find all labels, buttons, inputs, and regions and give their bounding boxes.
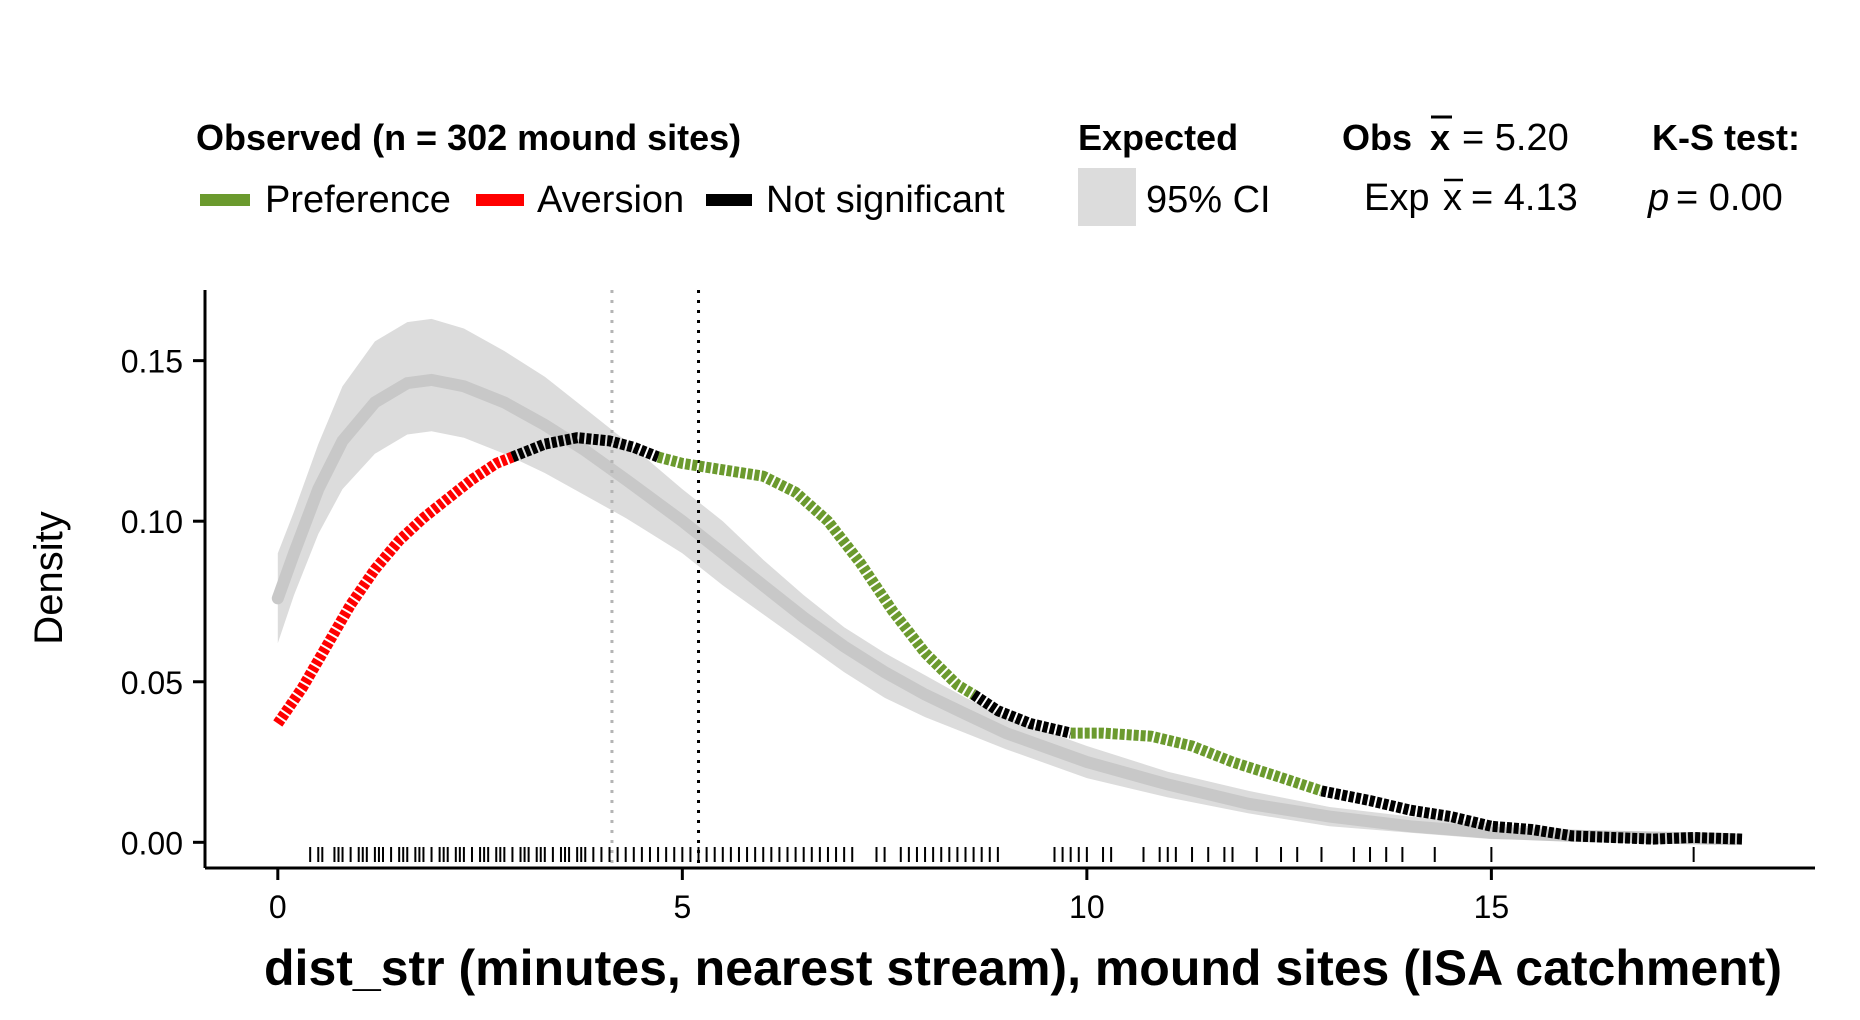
ks-test-title: K-S test: xyxy=(1652,117,1800,158)
x-tick-label: 0 xyxy=(269,889,287,925)
ticks: 0.00 0.05 0.10 0.15 0 5 10 15 xyxy=(121,344,1509,925)
legend-aversion-label: Aversion xyxy=(537,179,684,221)
exp-mean-symbol: x xyxy=(1443,177,1462,219)
observed-curve-layer xyxy=(273,432,1743,845)
obs-mean-symbol: x xyxy=(1430,117,1450,158)
y-tick-label: 0.10 xyxy=(121,504,183,540)
y-tick-label: 0.00 xyxy=(121,825,183,861)
legend-not-significant-swatch xyxy=(706,194,752,206)
obs-mean-value: = 5.20 xyxy=(1462,117,1569,159)
mean-lines-layer xyxy=(610,290,701,868)
axes xyxy=(203,290,1815,870)
observed-segment-not-significant-1 xyxy=(510,432,661,463)
y-tick-label: 0.15 xyxy=(121,344,183,380)
legend-expected-title: Expected xyxy=(1078,117,1238,158)
rug-layer xyxy=(309,847,1695,862)
expected-mean-curve xyxy=(271,373,1741,846)
obs-mean-stat: Obs x = 5.20 xyxy=(1342,115,1569,159)
legend-ci-swatch xyxy=(1078,168,1136,226)
legend-aversion-swatch xyxy=(476,194,524,206)
legend-preference-label: Preference xyxy=(265,179,451,221)
legend-observed-title: Observed (n = 302 mound sites) xyxy=(196,117,741,158)
obs-mean-label: Obs xyxy=(1342,117,1412,158)
legend-preference-swatch xyxy=(200,194,250,206)
exp-mean-stat: Exp x = 4.13 xyxy=(1364,177,1578,219)
observed-segment-not-significant-5 xyxy=(1320,785,1743,845)
legend-ci-label: 95% CI xyxy=(1146,179,1271,221)
y-tick-label: 0.05 xyxy=(121,665,183,701)
legend-not-significant-label: Not significant xyxy=(766,179,1005,221)
expected-mean-layer xyxy=(271,373,1741,846)
observed-segment-not-significant-3 xyxy=(970,690,1072,739)
exp-mean-value: = 4.13 xyxy=(1471,177,1578,219)
observed-segment-preference-2 xyxy=(656,451,977,700)
observed-segment-aversion-0 xyxy=(273,451,515,727)
x-tick-label: 15 xyxy=(1474,889,1510,925)
x-tick-label: 5 xyxy=(673,889,691,925)
x-tick-label: 10 xyxy=(1069,889,1105,925)
ks-p-value: = 0.00 xyxy=(1676,177,1783,219)
y-axis-title: Density xyxy=(27,511,71,644)
ks-p-label: p xyxy=(1647,177,1669,219)
legend: Observed (n = 302 mound sites) Preferenc… xyxy=(196,115,1800,226)
observed-segment-preference-4 xyxy=(1070,727,1324,797)
x-axis-title: dist_str (minutes, nearest stream), moun… xyxy=(264,940,1782,996)
exp-mean-label: Exp xyxy=(1364,177,1429,219)
